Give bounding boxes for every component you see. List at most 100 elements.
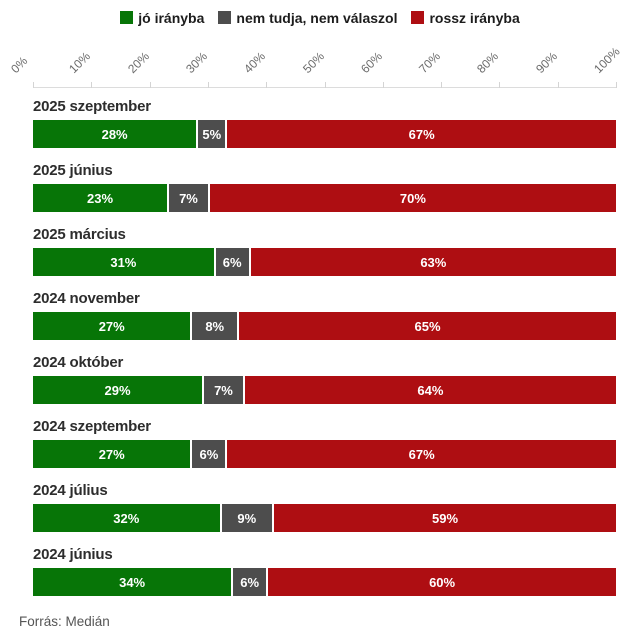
bar-segment-value: 64% — [417, 382, 444, 398]
axis-tick — [207, 82, 209, 88]
stacked-bar: 31% 6% 63% — [33, 248, 616, 276]
bar-segment-value: 6% — [222, 254, 242, 270]
bar-row-label: 2024 október — [33, 354, 124, 371]
bar-segment-value: 60% — [429, 574, 456, 590]
stacked-bar: 34% 6% 60% — [33, 568, 616, 596]
bar-segment-value: 70% — [399, 190, 426, 206]
bar-segment-value: 28% — [101, 126, 128, 142]
stacked-bar: 23% 7% 70% — [33, 184, 616, 212]
stacked-bar: 29% 7% 64% — [33, 376, 616, 404]
bar-segment-value: 31% — [110, 254, 137, 270]
bar-row-label: 2025 június — [33, 162, 113, 179]
bar-row-label: 2024 november — [33, 290, 140, 307]
bar-segment: 29% — [33, 376, 203, 404]
axis-tick — [266, 82, 268, 88]
bar-segment: 70% — [207, 184, 616, 212]
axis-tick-label: 100% — [591, 44, 623, 76]
bar-segment: 64% — [242, 376, 616, 404]
bar-segment-value: 67% — [408, 446, 435, 462]
bar-segment-value: 32% — [113, 510, 140, 526]
bar-row: 2024 június 34% 6% 60% — [33, 545, 616, 596]
axis-tick-label: 0% — [8, 53, 31, 76]
axis-tick-label: 70% — [416, 49, 444, 76]
bar-segment: 67% — [225, 120, 616, 148]
axis-tick-label: 10% — [66, 49, 94, 76]
legend-swatch-red — [411, 11, 425, 24]
bar-row-label: 2024 szeptember — [33, 418, 151, 435]
stacked-bar: 27% 6% 67% — [33, 440, 616, 468]
bar-segment-value: 59% — [431, 510, 459, 526]
bar-segment: 6% — [231, 568, 267, 596]
bar-segment: 60% — [266, 568, 616, 596]
bar-segment: 23% — [33, 184, 168, 212]
bar-segment: 27% — [33, 440, 191, 468]
bar-segment: 28% — [33, 120, 197, 148]
bar-segment: 6% — [213, 248, 249, 276]
bar-row-label: 2024 június — [33, 546, 113, 563]
bar-segment: 27% — [33, 312, 191, 340]
bar-segment-value: 6% — [199, 446, 219, 462]
source-note: Forrás: Medián — [19, 614, 110, 627]
axis-tick-label: 80% — [474, 49, 502, 76]
axis-tick-label: 90% — [532, 49, 560, 76]
legend-swatch-green — [120, 11, 134, 24]
axis-tick — [149, 82, 151, 88]
axis-tick — [91, 82, 93, 88]
bar-row: 2025 március 31% 6% 63% — [33, 225, 616, 276]
bar-segment: 9% — [219, 504, 273, 532]
bar-segment-value: 34% — [119, 574, 146, 590]
axis-tick — [441, 82, 443, 88]
bar-row: 2024 július 32% 9% 59% — [33, 481, 616, 532]
bar-rows: 2025 szeptember 28% 5% 67% 2025 június 23% 7% 7… — [33, 97, 616, 596]
bar-segment-value: 9% — [237, 510, 257, 526]
bar-segment: 7% — [167, 184, 208, 212]
bar-segment-value: 7% — [179, 190, 198, 206]
bar-segment-value: 27% — [98, 446, 125, 462]
bar-segment: 6% — [190, 440, 226, 468]
bar-segment: 67% — [225, 440, 616, 468]
legend-swatch-gray — [218, 11, 232, 24]
legend-label: jó irányba — [138, 9, 205, 26]
axis-tick — [33, 82, 34, 88]
bar-segment-value: 7% — [214, 382, 233, 398]
bar-row: 2024 szeptember 27% 6% 67% — [33, 417, 616, 468]
axis-tick — [499, 82, 501, 88]
legend-item: nem tudja, nem válaszol — [218, 10, 397, 26]
axis-tick-label: 60% — [357, 49, 385, 76]
axis-tick-label: 50% — [299, 49, 327, 76]
bar-segment-value: 23% — [87, 190, 114, 206]
legend-item: jó irányba — [120, 10, 204, 26]
legend-label: rossz irányba — [429, 9, 520, 26]
legend: jó irányba nem tudja, nem válaszol rossz… — [0, 0, 640, 26]
bar-segment-value: 8% — [205, 318, 225, 334]
bar-segment: 32% — [33, 504, 220, 532]
bar-segment: 5% — [196, 120, 226, 148]
axis-tick-label: 30% — [182, 49, 210, 76]
bar-segment: 31% — [33, 248, 214, 276]
bar-row-label: 2025 március — [33, 226, 126, 243]
legend-item: rossz irányba — [411, 9, 520, 26]
bar-segment: 34% — [33, 568, 232, 596]
bar-segment-value: 6% — [240, 574, 260, 590]
stacked-bar: 28% 5% 67% — [33, 120, 616, 148]
bar-segment: 65% — [237, 312, 616, 340]
bar-segment-value: 65% — [414, 318, 441, 334]
axis-tick-label: 20% — [124, 49, 152, 76]
stacked-bar: 32% 9% 59% — [33, 504, 616, 532]
bar-row: 2025 szeptember 28% 5% 67% — [33, 97, 616, 148]
bar-segment: 59% — [272, 504, 616, 532]
stacked-bar: 27% 8% 65% — [33, 312, 616, 340]
bar-segment-value: 5% — [202, 126, 222, 142]
axis-tick — [616, 82, 617, 88]
axis-tick — [382, 82, 384, 88]
x-axis: 0% 10% 20% 30% 40% 50% 60% 70% 80% 90% 100% — [8, 26, 623, 88]
bar-segment-value: 29% — [104, 382, 131, 398]
bar-segment: 7% — [202, 376, 243, 404]
axis-tick-label: 40% — [241, 49, 269, 76]
bar-row-label: 2025 szeptember — [33, 98, 151, 115]
legend-label: nem tudja, nem válaszol — [236, 9, 398, 26]
bar-row-label: 2024 július — [33, 482, 108, 499]
bar-segment: 8% — [190, 312, 238, 340]
axis-tick — [324, 82, 326, 88]
